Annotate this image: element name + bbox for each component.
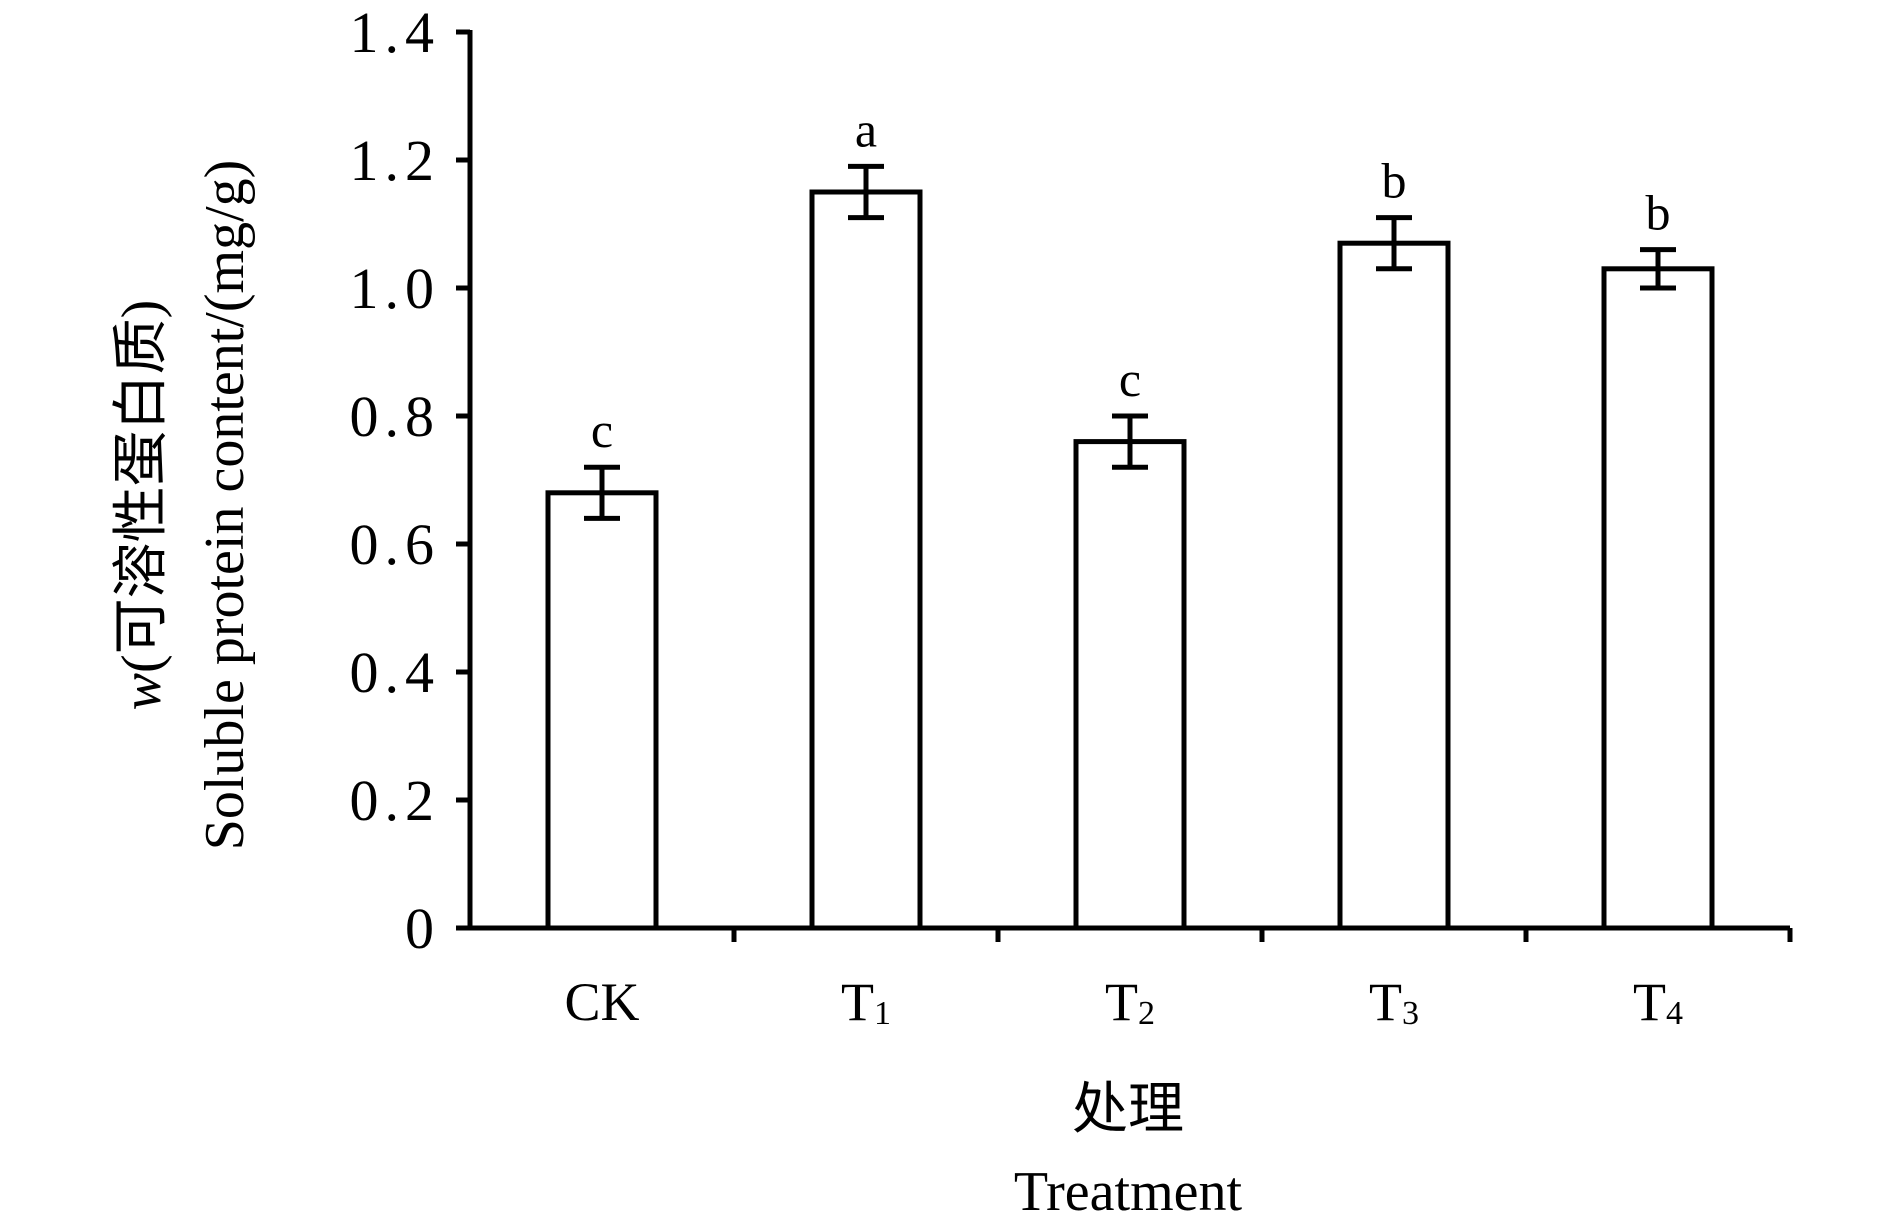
y-axis-title-italic: w: [111, 673, 173, 710]
x-axis-title-line2: Treatment: [1014, 1161, 1243, 1223]
y-tick-label: 1.2: [350, 128, 441, 193]
y-axis-title-line2-group: Soluble protein content/(mg/g): [194, 160, 256, 851]
y-axis-ticks: 0 0.2 0.4 0.6 0.8 1.0 1.2 1.4: [350, 0, 470, 961]
x-category-label: CK: [564, 972, 639, 1032]
y-tick-label: 1.4: [350, 0, 441, 65]
significance-letter: b: [1646, 185, 1671, 241]
significance-letters: c a c b b: [591, 101, 1671, 458]
x-category-label: T1: [841, 972, 891, 1032]
y-tick-label: 0: [405, 896, 440, 961]
y-tick-label: 0.2: [350, 768, 441, 833]
significance-letter: c: [591, 402, 613, 458]
significance-letter: c: [1119, 351, 1141, 407]
bars: [545, 189, 1715, 931]
x-category-label: T2: [1105, 972, 1155, 1032]
bar-ck: [545, 490, 659, 931]
y-axis-title-line1: w(可溶性蛋白质): [111, 300, 173, 711]
bar-t1: [809, 189, 923, 931]
y-axis-title-line1-group: w(可溶性蛋白质): [111, 300, 173, 711]
category-labels: CK T1 T2 T3 T4: [564, 972, 1683, 1032]
bar-t4: [1601, 266, 1715, 931]
y-tick-label: 0.6: [350, 512, 441, 577]
error-bars: [584, 163, 1676, 521]
x-category-label: T3: [1369, 972, 1419, 1032]
bar-t3: [1337, 240, 1451, 931]
x-axis-title-line1: 处理: [1072, 1079, 1184, 1141]
y-tick-label: 0.8: [350, 384, 441, 449]
y-tick-label: 0.4: [350, 640, 441, 705]
y-tick-label: 1.0: [350, 256, 441, 321]
y-axis-title-chinese: (可溶性蛋白质): [111, 300, 173, 673]
significance-letter: b: [1382, 153, 1407, 209]
bar-t2: [1073, 439, 1187, 931]
y-axis-title-line2: Soluble protein content/(mg/g): [194, 160, 256, 851]
significance-letter: a: [855, 101, 877, 157]
x-category-label: T4: [1633, 972, 1683, 1032]
